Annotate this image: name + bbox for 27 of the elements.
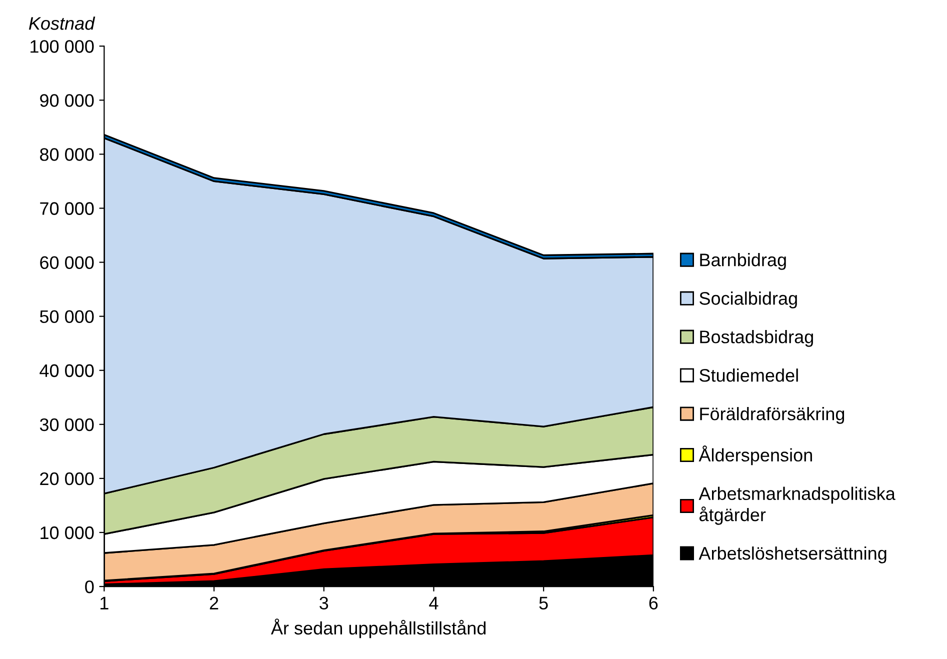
y-tick-label: 90 000 (40, 94, 94, 107)
y-tick-label: 70 000 (40, 202, 94, 215)
legend-label: Arbetsmarknadspolitiska åtgärder (698, 486, 896, 525)
y-tick-label: 0 (85, 580, 94, 594)
legend-label: Föräldraförsäkring (700, 407, 844, 424)
legend-label: Bostadsbidrag (700, 330, 813, 347)
legend-label: Socialbidrag (700, 292, 797, 308)
x-tick-label: 1 (100, 596, 108, 610)
x-tick-label: 3 (320, 596, 328, 610)
y-tick-label: 10 000 (40, 526, 94, 540)
y-tick-label: 40 000 (40, 364, 94, 378)
y-tick-label: 80 000 (40, 148, 94, 161)
legend-label: Studiemedel (700, 368, 798, 382)
y-tick-label: 60 000 (40, 256, 94, 269)
x-axis-title: År sedan uppehållstillstånd (270, 618, 486, 638)
x-tick-label: 2 (210, 596, 218, 610)
legend-label: Arbetslöshetsersättning (698, 546, 886, 564)
y-tick-label: 30 000 (40, 418, 94, 432)
y-tick-label: 100 000 (30, 40, 94, 53)
y-axis-title: Kostnad (28, 16, 96, 30)
legend-label: Ålderspension (698, 446, 812, 466)
x-tick-label: 4 (429, 596, 438, 610)
x-tick-label: 6 (649, 596, 658, 610)
legend-label: Barnbidrag (700, 253, 786, 270)
x-tick-label: 5 (539, 596, 548, 610)
y-tick-label: 20 000 (40, 472, 94, 486)
y-tick-label: 50 000 (40, 310, 94, 324)
